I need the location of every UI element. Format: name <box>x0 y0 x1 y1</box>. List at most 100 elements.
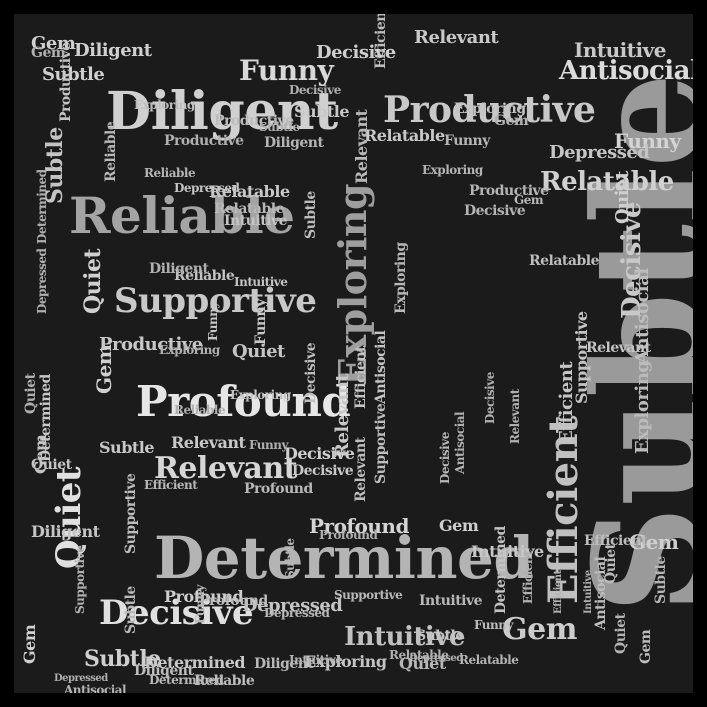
cloud-word-productive: Productive <box>214 113 294 129</box>
cloud-word-supportive: Supportive <box>73 545 87 614</box>
cloud-word-efficient: Efficient <box>553 570 564 614</box>
cloud-word-decisive: Decisive <box>289 83 341 97</box>
cloud-word-antisocial: Antisocial <box>64 683 127 693</box>
cloud-word-quiet: Quiet <box>80 248 106 314</box>
cloud-word-funny: Funny <box>239 54 334 87</box>
cloud-word-funny: Funny <box>474 618 513 632</box>
cloud-word-depressed: Depressed <box>35 248 49 314</box>
cloud-word-efficient: Efficient <box>584 533 647 549</box>
cloud-word-profound: Profound <box>319 528 378 542</box>
cloud-word-efficient: Efficient <box>521 550 535 604</box>
cloud-word-efficient: Efficient <box>144 478 198 492</box>
cloud-word-antisocial: Antisocial <box>559 56 693 86</box>
cloud-word-diligent: Diligent <box>134 663 194 679</box>
cloud-word-subtle: Subtle <box>294 102 350 121</box>
cloud-word-decisive: Decisive <box>316 42 396 63</box>
cloud-word-funny: Funny <box>444 133 490 149</box>
cloud-word-intuitive: Intuitive <box>471 542 544 561</box>
cloud-word-intuitive: Intuitive <box>574 38 666 62</box>
cloud-word-intuitive: Intuitive <box>583 570 594 614</box>
cloud-word-relatable: Relatable <box>364 126 445 145</box>
cloud-word-gem: Gem <box>502 612 577 647</box>
cloud-word-intuitive: Intuitive <box>289 653 343 667</box>
cloud-word-decisive: Decisive <box>303 342 319 404</box>
cloud-word-gem: Gem <box>20 624 39 664</box>
cloud-word-profound: Profound <box>164 587 244 606</box>
cloud-word-funny: Funny <box>253 299 269 345</box>
cloud-word-subtle: Subtle <box>42 64 105 85</box>
cloud-word-subtle: Subtle <box>416 628 464 644</box>
cloud-word-relatable: Relatable <box>209 182 290 201</box>
cloud-word-diligent: Diligent <box>264 135 324 151</box>
cloud-word-profound: Profound <box>199 593 268 609</box>
cloud-word-gem: Gem <box>629 530 679 554</box>
cloud-word-decisive: Decisive <box>284 444 355 463</box>
cloud-word-depressed: Depressed <box>409 653 463 664</box>
cloud-word-relevant: Relevant <box>353 437 369 502</box>
cloud-word-subtle: Subtle <box>283 538 297 579</box>
cloud-word-quiet: Quiet <box>232 341 285 362</box>
cloud-word-decisive: Decisive <box>438 432 452 484</box>
cloud-word-subtle: Subtle <box>653 556 669 604</box>
cloud-word-gem: Gem <box>638 629 654 664</box>
cloud-word-reliable: Reliable <box>194 673 255 689</box>
cloud-word-exploring: Exploring <box>393 242 409 314</box>
cloud-word-funny: Funny <box>249 438 288 452</box>
cloud-word-determined: Determined <box>154 524 534 592</box>
cloud-word-decisive: Decisive <box>483 372 497 424</box>
cloud-word-depressed: Depressed <box>54 673 108 684</box>
cloud-word-subtle: Subtle <box>259 120 300 134</box>
cloud-word-gem: Gem <box>494 113 529 129</box>
cloud-word-relevant: Relevant <box>171 433 246 452</box>
cloud-word-determined: Determined <box>144 653 246 672</box>
cloud-word-profound: Profound <box>136 377 351 426</box>
cloud-word-intuitive: Intuitive <box>344 622 465 652</box>
cloud-word-subtle: Subtle <box>123 586 139 634</box>
cloud-word-intuitive: Intuitive <box>419 593 483 609</box>
cloud-word-profound: Profound <box>309 514 409 538</box>
cloud-word-efficient: Efficient <box>556 361 577 444</box>
cloud-word-supportive: Supportive <box>373 403 389 484</box>
cloud-word-reliable: Reliable <box>174 268 235 284</box>
cloud-word-productive: Productive <box>164 133 244 149</box>
cloud-word-determined: Determined <box>493 526 509 614</box>
cloud-word-quiet: Quiet <box>23 373 39 414</box>
cloud-word-exploring: Exploring <box>632 360 653 454</box>
cloud-word-relatable: Relatable <box>540 167 674 197</box>
cloud-word-supportive: Supportive <box>334 588 403 602</box>
cloud-word-antisocial: Antisocial <box>453 411 467 474</box>
cloud-word-exploring: Exploring <box>422 163 483 177</box>
cloud-word-reliable: Reliable <box>174 403 226 417</box>
cloud-word-depressed: Depressed <box>242 595 343 616</box>
cloud-word-quiet: Quiet <box>613 613 629 654</box>
cloud-word-profound: Profound <box>244 481 313 497</box>
cloud-word-quiet: Quiet <box>399 654 446 673</box>
cloud-word-reliable: Reliable <box>69 186 295 245</box>
cloud-word-productive: Productive <box>469 183 549 199</box>
cloud-word-gem: Gem <box>439 516 479 535</box>
cloud-word-determined: Determined <box>149 673 224 687</box>
cloud-word-quiet: Quiet <box>612 171 633 224</box>
cloud-word-relevant: Relevant <box>508 389 522 444</box>
cloud-word-decisive: Decisive <box>464 203 526 219</box>
cloud-word-depressed: Depressed <box>549 142 650 163</box>
cloud-word-gem: Gem <box>31 33 76 54</box>
cloud-word-exploring: Exploring <box>454 101 526 117</box>
cloud-word-relatable: Relatable <box>389 648 449 662</box>
cloud-word-funny: Funny <box>614 129 681 153</box>
cloud-word-diligent: Diligent <box>254 656 314 672</box>
cloud-word-relevant: Relevant <box>586 340 651 356</box>
cloud-word-relatable: Relatable <box>459 653 519 667</box>
cloud-word-depressed: Depressed <box>174 181 240 195</box>
cloud-word-efficient: Efficient <box>353 346 369 409</box>
cloud-word-subtle: Subtle <box>99 438 155 457</box>
cloud-word-relatable: Relatable <box>214 201 284 217</box>
cloud-word-subtle: Subtle <box>84 646 161 672</box>
cloud-word-exploring: Exploring <box>159 343 220 357</box>
cloud-word-reliable: Reliable <box>144 166 196 180</box>
cloud-word-productive: Productive <box>383 89 596 131</box>
cloud-word-relatable: Relatable <box>529 253 599 269</box>
cloud-word-reliable: Reliable <box>103 121 119 182</box>
cloud-word-intuitive: Intuitive <box>234 275 288 289</box>
